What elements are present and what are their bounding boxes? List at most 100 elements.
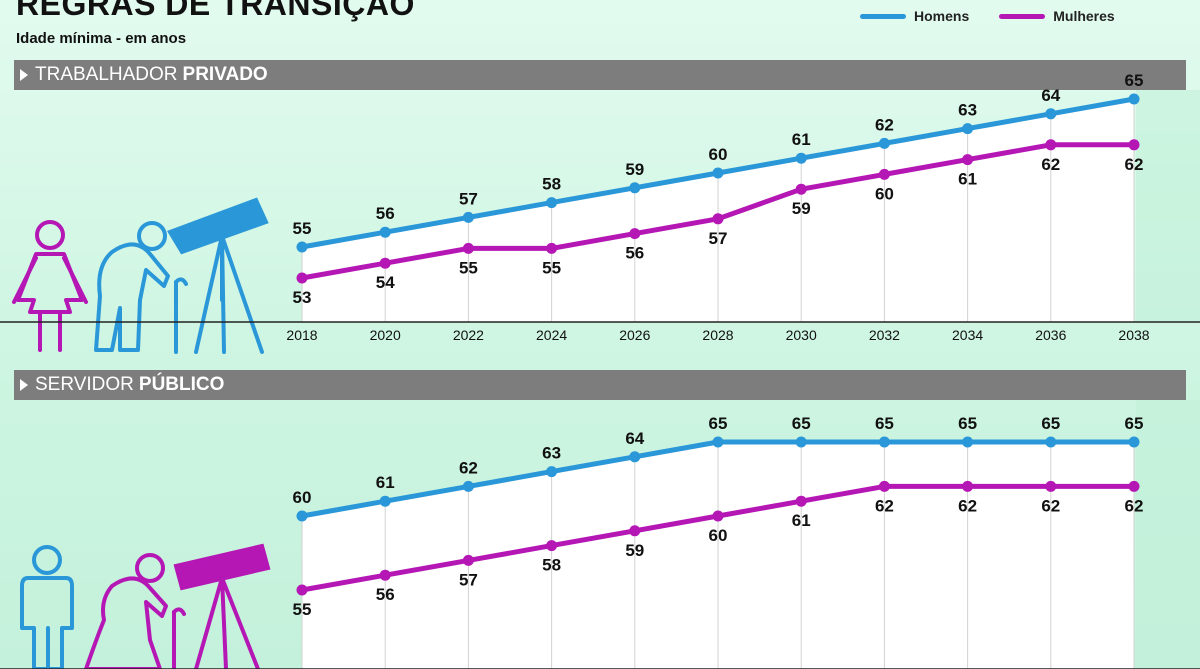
- data-point-women: [296, 272, 308, 284]
- section-title-public-normal: SERVIDOR: [35, 374, 134, 395]
- data-point-women: [795, 183, 807, 195]
- data-point-women: [462, 554, 474, 566]
- data-point-men: [546, 466, 558, 478]
- data-label-men: 59: [625, 160, 644, 179]
- data-point-women: [1128, 480, 1140, 492]
- elderly-woman-with-cane-icon: [84, 553, 186, 669]
- data-point-men: [962, 123, 974, 135]
- play-arrow-icon: [20, 69, 28, 81]
- x-tick-label: 2024: [536, 327, 567, 343]
- illustration-public: [20, 543, 271, 669]
- telescope-icon: [167, 197, 269, 354]
- data-label-women: 61: [792, 511, 811, 530]
- legend: Homens Mulheres: [860, 8, 1115, 24]
- data-label-women: 62: [1041, 496, 1060, 515]
- section-header-private: TRABALHADOR PRIVADO: [14, 60, 1186, 90]
- data-label-women: 60: [875, 184, 894, 203]
- data-label-women: 57: [459, 570, 478, 589]
- data-label-men: 64: [1041, 86, 1060, 105]
- data-label-women: 62: [875, 496, 894, 515]
- x-tick-label: 2018: [286, 327, 317, 343]
- data-label-men: 61: [376, 473, 395, 492]
- man-icon: [20, 545, 74, 669]
- data-label-men: 63: [542, 444, 561, 463]
- data-label-men: 65: [958, 414, 977, 433]
- play-arrow-icon: [20, 379, 28, 391]
- data-point-men: [962, 436, 974, 448]
- chart-edge-strip: [1136, 400, 1200, 669]
- x-tick-label: 2020: [370, 327, 401, 343]
- section-title-private-normal: TRABALHADOR: [35, 64, 178, 85]
- data-label-women: 62: [1125, 155, 1144, 174]
- data-point-men: [379, 226, 391, 238]
- data-label-men: 65: [875, 414, 894, 433]
- x-tick-label: 2022: [453, 327, 484, 343]
- data-point-men: [878, 436, 890, 448]
- data-point-men: [629, 451, 641, 463]
- x-tick-label: 2026: [619, 327, 650, 343]
- data-label-women: 62: [1041, 155, 1060, 174]
- data-point-men: [795, 436, 807, 448]
- data-label-women: 61: [958, 170, 977, 189]
- section-title-private-bold: PRIVADO: [182, 64, 268, 85]
- data-point-women: [878, 480, 890, 492]
- page-subtitle: Idade mínima - em anos: [16, 30, 187, 47]
- charts-layer: 2018 2020 2022 2024 2026 2028 2030 2032 2034 2036…: [0, 71, 1200, 669]
- data-label-men: 58: [542, 175, 561, 194]
- data-label-women: 55: [293, 600, 312, 619]
- data-point-women: [546, 242, 558, 254]
- data-point-women: [878, 168, 890, 180]
- legend-swatch-men: [860, 13, 906, 19]
- data-point-women: [795, 495, 807, 507]
- data-label-men: 64: [625, 429, 644, 448]
- data-point-women: [712, 213, 724, 225]
- data-label-women: 56: [625, 244, 644, 263]
- x-tick-label: 2036: [1035, 327, 1066, 343]
- data-label-women: 55: [542, 258, 561, 277]
- data-point-men: [629, 182, 641, 194]
- data-point-men: [712, 167, 724, 179]
- data-point-men: [1045, 108, 1057, 120]
- data-label-women: 53: [293, 288, 312, 307]
- data-point-men: [462, 211, 474, 223]
- data-point-women: [962, 480, 974, 492]
- data-label-men: 65: [792, 414, 811, 433]
- data-point-men: [462, 480, 474, 492]
- data-point-men: [1128, 93, 1140, 105]
- data-label-women: 62: [1125, 496, 1144, 515]
- data-point-women: [546, 540, 558, 552]
- section-header-public: SERVIDOR PÚBLICO: [14, 370, 1186, 400]
- data-point-women: [296, 584, 308, 596]
- data-point-men: [712, 436, 724, 448]
- data-label-men: 65: [709, 414, 728, 433]
- legend-label-women: Mulheres: [1053, 8, 1115, 24]
- data-label-men: 62: [875, 115, 894, 134]
- data-point-women: [629, 525, 641, 537]
- section-title-public-bold: PÚBLICO: [138, 374, 225, 395]
- data-label-men: 55: [293, 219, 312, 238]
- data-point-women: [379, 569, 391, 581]
- data-label-men: 62: [459, 458, 478, 477]
- data-label-men: 63: [958, 101, 977, 120]
- x-tick-label: 2032: [869, 327, 900, 343]
- legend-item-women: Mulheres: [999, 8, 1115, 24]
- data-point-women: [1045, 139, 1057, 151]
- legend-label-men: Homens: [914, 8, 970, 24]
- data-label-women: 55: [459, 258, 478, 277]
- legend-swatch-women: [999, 13, 1046, 19]
- x-tick-label: 2028: [702, 327, 733, 343]
- data-label-women: 56: [376, 585, 395, 604]
- chart-public: 2018202020222024202620282030203220342036…: [0, 400, 1200, 669]
- data-point-women: [462, 242, 474, 254]
- data-point-men: [795, 152, 807, 164]
- data-point-women: [1128, 139, 1140, 151]
- woman-icon: [12, 220, 88, 352]
- chart-private: 2018 2020 2022 2024 2026 2028 2030 2032 2034 2036…: [0, 71, 1200, 343]
- data-label-women: 54: [376, 273, 395, 292]
- data-label-men: 65: [1125, 71, 1144, 90]
- data-label-women: 60: [709, 526, 728, 545]
- data-point-women: [379, 257, 391, 269]
- x-tick-label: 2030: [786, 327, 817, 343]
- data-label-men: 65: [1125, 414, 1144, 433]
